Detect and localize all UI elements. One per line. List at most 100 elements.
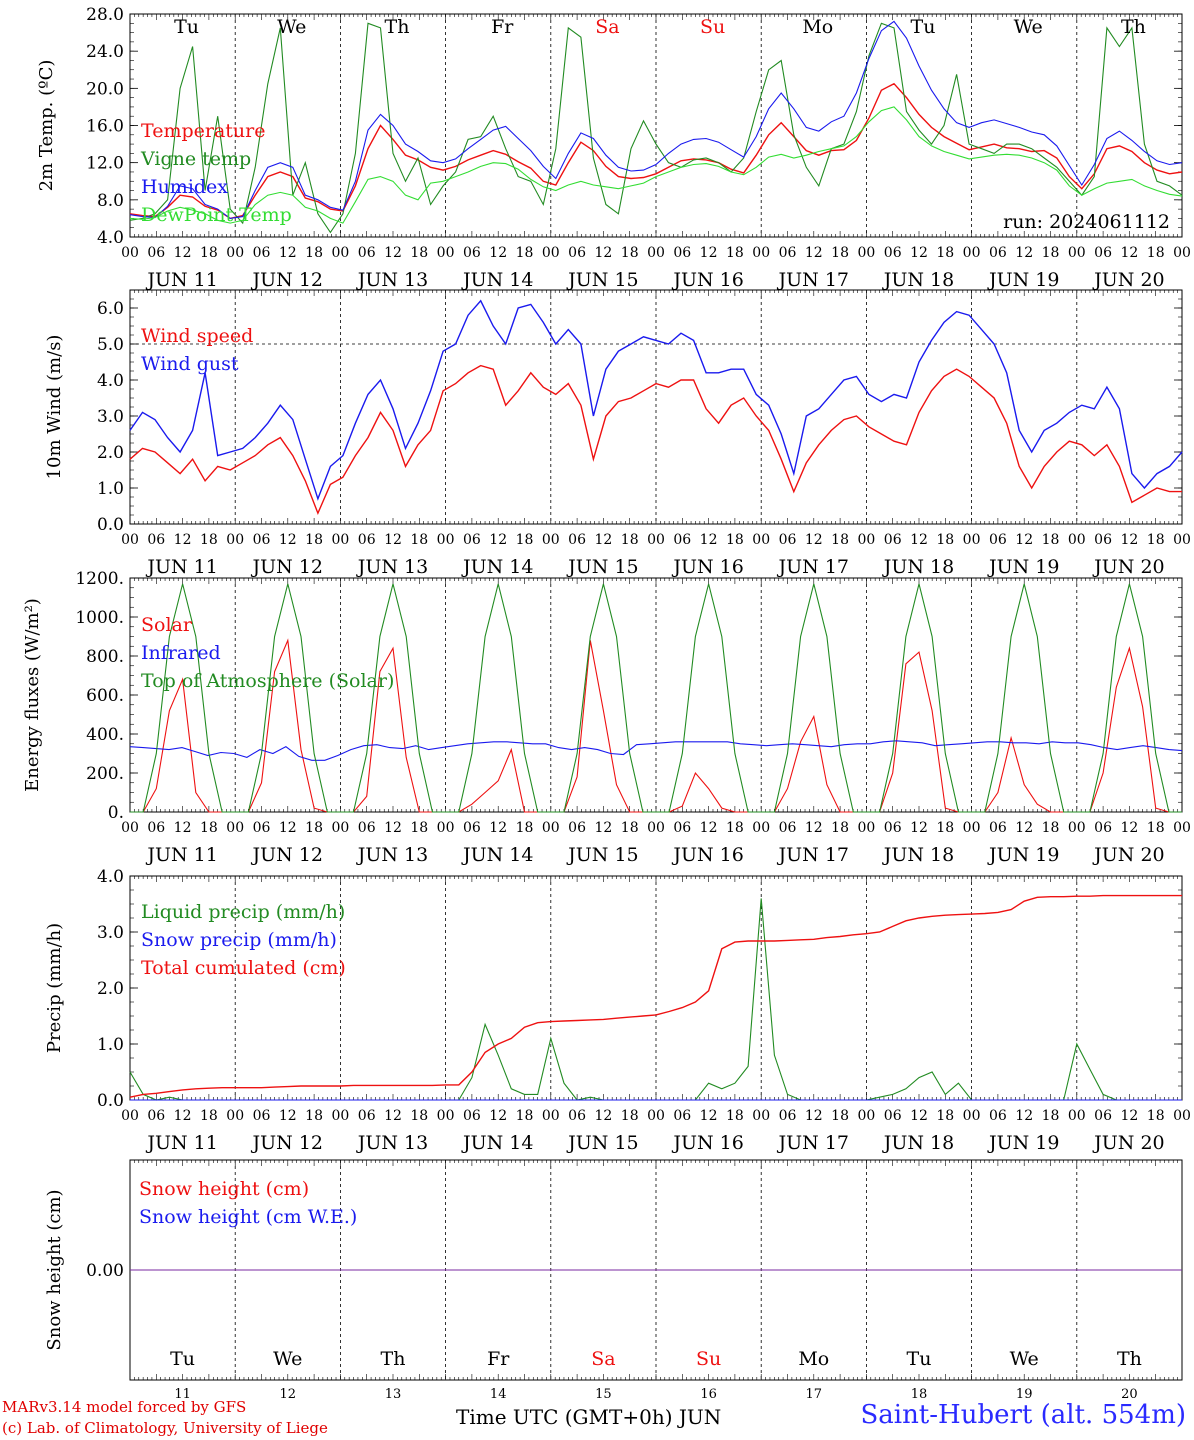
x-hour-label: 06 (147, 245, 165, 261)
x-hour-label: 06 (1094, 532, 1112, 548)
x-date-label: JUN 19 (987, 844, 1059, 866)
y-tick-label: 6.0 (97, 299, 124, 319)
x-date-label: JUN 11 (145, 1132, 217, 1154)
x-hour-label: 00 (1173, 1108, 1191, 1124)
legend-entry: Humidex (141, 176, 228, 198)
legend-entry: DewPoint Temp (141, 204, 292, 226)
x-hour-label: 00 (1068, 820, 1086, 836)
x-date-label: JUN 18 (882, 556, 954, 578)
x-hour-label: 00 (226, 532, 244, 548)
x-hour-label: 18 (726, 820, 744, 836)
x-date-label: JUN 19 (987, 556, 1059, 578)
y-tick-label: 2.0 (97, 979, 124, 999)
series-top-of-atmosphere-solar (130, 583, 1182, 813)
meteogram: 4.0 8.0 12.0 16.0 20.0 24.0 28.0 2m Temp. (ºC) T… (22, 5, 1191, 1400)
x-hour-label: 12 (805, 1108, 823, 1124)
x-hour-label: 06 (884, 1108, 902, 1124)
x-hour-label: 00 (121, 245, 139, 261)
x-hour-label: 06 (1094, 245, 1112, 261)
x-hour-label: 12 (1120, 245, 1138, 261)
day-number-label: 20 (1121, 1387, 1138, 1400)
x-date-label: JUN 14 (461, 1132, 533, 1154)
x-date-label: JUN 12 (251, 1132, 323, 1154)
x-hour-label: 12 (1120, 820, 1138, 836)
x-hour-label: 12 (700, 532, 718, 548)
x-hour-label: 18 (726, 1108, 744, 1124)
x-hour-label: 18 (831, 532, 849, 548)
x-hour-label: 06 (884, 532, 902, 548)
x-hour-label: 00 (647, 532, 665, 548)
x-hour-label: 00 (226, 245, 244, 261)
x-date-label: JUN 20 (1092, 844, 1164, 866)
x-hour-label: 12 (910, 245, 928, 261)
x-hour-label: 12 (489, 245, 507, 261)
x-hour-label: 00 (963, 1108, 981, 1124)
x-hour-label: 06 (1094, 820, 1112, 836)
x-hour-label: 00 (542, 820, 560, 836)
x-hour-label: 18 (305, 820, 323, 836)
x-hour-label: 12 (279, 820, 297, 836)
credit-model: MARv3.14 model forced by GFS (2, 1398, 247, 1416)
x-hour-label: 18 (1147, 820, 1165, 836)
x-hour-label: 06 (989, 245, 1007, 261)
x-hour-label: 06 (779, 532, 797, 548)
x-hour-label: 18 (936, 532, 954, 548)
series-temperature (129, 82, 1183, 220)
x-hour-label: 18 (410, 1108, 428, 1124)
x-hour-label: 06 (147, 1108, 165, 1124)
legend-entry: Wind speed (141, 325, 253, 347)
day-name-label: Th (385, 16, 410, 38)
panel-1: 4.0 8.0 12.0 16.0 20.0 24.0 28.0 2m Temp. (ºC) T… (36, 5, 1191, 291)
legend-entry: Snow height (cm) (139, 1178, 309, 1200)
x-hour-label: 06 (673, 820, 691, 836)
series-solar (130, 638, 1182, 813)
x-date-label: JUN 17 (777, 269, 849, 291)
x-date-label: JUN 17 (777, 556, 849, 578)
y-tick-label: 1200. (75, 569, 124, 589)
x-hour-label: 12 (805, 245, 823, 261)
x-hour-label: 12 (174, 820, 192, 836)
y-tick-label: 24.0 (86, 42, 124, 62)
x-hour-label: 18 (936, 1108, 954, 1124)
x-hour-label: 00 (542, 245, 560, 261)
x-hour-label: 12 (1015, 1108, 1033, 1124)
day-name-label: Th (1121, 16, 1146, 38)
y-tick-label: 4.0 (97, 371, 124, 391)
series-wind-speed (129, 364, 1182, 516)
y-tick-label: 0.0 (97, 1091, 124, 1111)
x-hour-label: 12 (384, 532, 402, 548)
x-hour-label: 06 (358, 532, 376, 548)
y-axis-title: 10m Wind (m/s) (44, 335, 65, 480)
x-hour-label: 18 (1147, 1108, 1165, 1124)
x-hour-label: 12 (594, 245, 612, 261)
x-hour-label: 00 (752, 532, 770, 548)
y-tick-label: 1.0 (97, 479, 124, 499)
x-hour-label: 00 (1173, 532, 1191, 548)
x-hour-label: 12 (910, 820, 928, 836)
x-hour-label: 06 (358, 820, 376, 836)
x-hour-label: 18 (831, 245, 849, 261)
day-name-label: Su (696, 1348, 721, 1370)
x-hour-label: 18 (200, 820, 218, 836)
x-hour-label: 18 (305, 1108, 323, 1124)
x-hour-label: 06 (568, 1108, 586, 1124)
legend-entry: Total cumulated (cm) (141, 957, 346, 979)
day-number-label: 15 (595, 1387, 612, 1400)
x-date-label: JUN 14 (461, 556, 533, 578)
x-date-label: JUN 20 (1092, 1132, 1164, 1154)
x-date-label: JUN 15 (566, 269, 638, 291)
x-hour-label: 00 (121, 532, 139, 548)
y-tick-label: 12.0 (86, 154, 124, 174)
x-hour-label: 00 (857, 1108, 875, 1124)
x-hour-label: 12 (174, 245, 192, 261)
station-name: Saint-Hubert (alt. 554m) (860, 1400, 1186, 1430)
x-hour-label: 18 (831, 820, 849, 836)
day-name-label: Sa (595, 16, 619, 38)
x-date-label: JUN 19 (987, 269, 1059, 291)
series-wind-gust (129, 299, 1183, 501)
y-tick-label: 3.0 (97, 407, 124, 427)
x-hour-label: 18 (200, 245, 218, 261)
y-tick-label: 400. (86, 725, 124, 745)
x-hour-label: 12 (910, 1108, 928, 1124)
x-hour-label: 00 (647, 820, 665, 836)
